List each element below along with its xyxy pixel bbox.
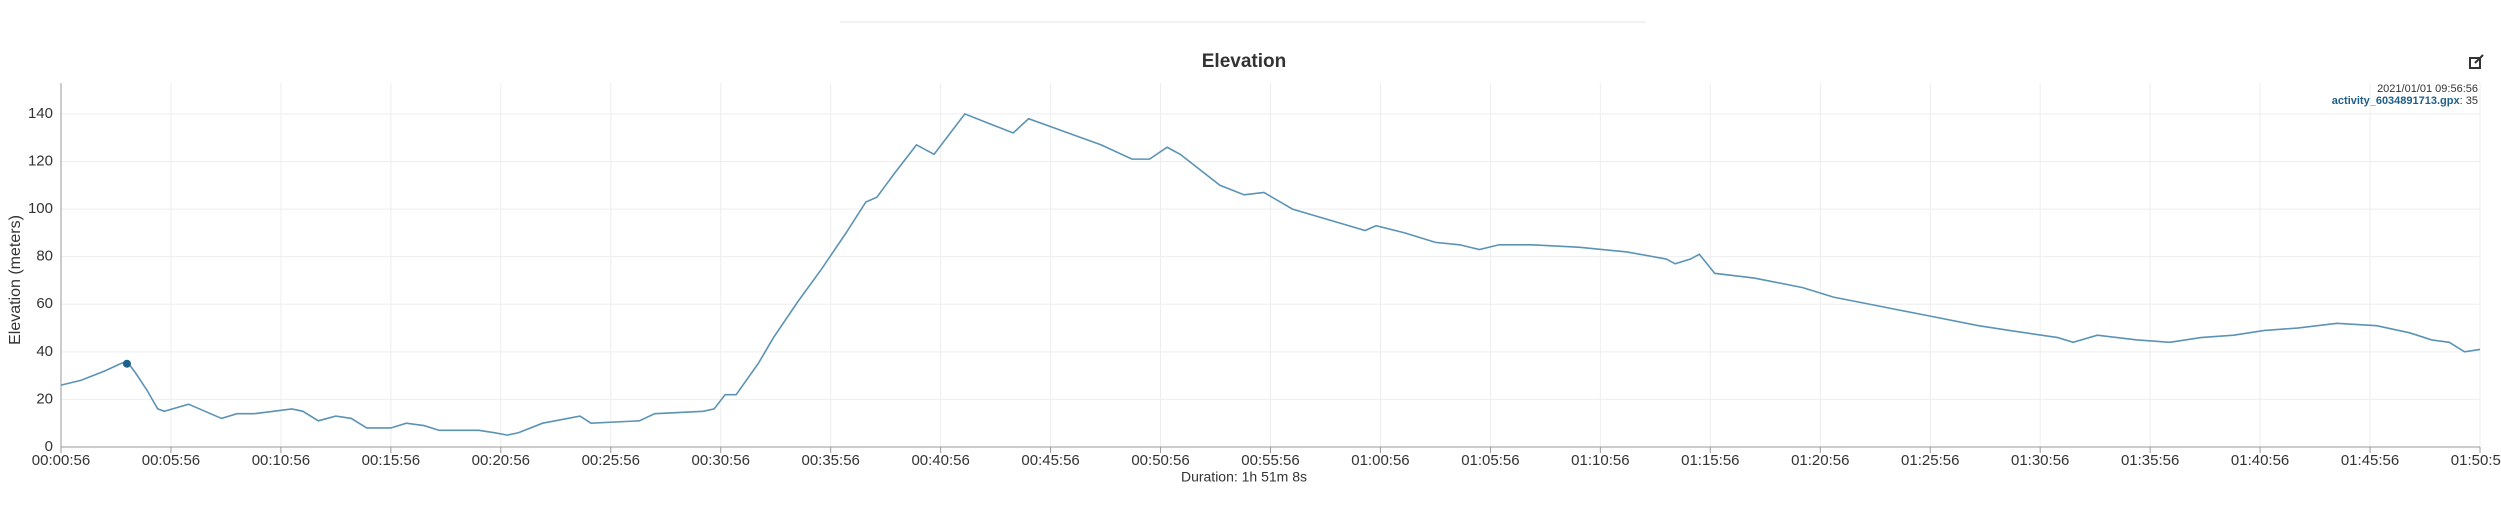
x-tick-label: 00:00:56 [32,452,90,469]
x-tick-label: 01:40:56 [2231,452,2289,469]
x-tick-label: 01:50:56 [2451,452,2501,469]
y-tick-label: 0 [45,438,53,455]
elevation-line [60,112,2481,436]
tooltip-sep: : [2460,95,2466,107]
x-tick-label: 01:30:56 [2011,452,2069,469]
x-tick-label: 01:10:56 [1571,452,1629,469]
x-tick-label: 00:40:56 [911,452,969,469]
x-axis-title: Duration: 1h 51m 8s [1181,469,1307,485]
x-tick-label: 01:25:56 [1901,452,1959,469]
y-axis-title: Elevation (meters) [7,215,24,345]
export-icon[interactable] [2469,54,2484,69]
x-tick-label: 00:35:56 [801,452,859,469]
x-tick-label: 01:45:56 [2341,452,2399,469]
y-tick-label: 140 [28,105,53,122]
x-tick-label: 01:15:56 [1681,452,1739,469]
x-tick-label: 01:35:56 [2121,452,2179,469]
x-tick-label: 00:15:56 [362,452,420,469]
tooltip-entry: activity_6034891713.gpx: 35 [2332,95,2478,107]
x-tick-label: 00:20:56 [472,452,530,469]
tooltip-value: 35 [2466,95,2478,107]
tooltip-time: 2021/01/01 09:56:56 [2377,83,2478,95]
x-tick-label: 00:55:56 [1241,452,1299,469]
x-tick-label: 00:25:56 [582,452,640,469]
y-tick-label: 80 [36,248,53,265]
y-tick-label: 100 [28,200,53,217]
x-tick-label: 00:45:56 [1021,452,1079,469]
x-tick-label: 00:05:56 [142,452,200,469]
y-tick-label: 120 [28,152,53,169]
y-tick-label: 60 [36,295,53,312]
y-tick-label: 40 [36,343,53,360]
x-tick-label: 01:20:56 [1791,452,1849,469]
x-tick-label: 00:50:56 [1131,452,1189,469]
y-tick-label: 20 [36,390,53,407]
x-tick-label: 01:05:56 [1461,452,1519,469]
hover-marker [122,359,131,368]
x-tick-label: 00:10:56 [252,452,310,469]
tooltip-series: activity_6034891713.gpx [2332,95,2461,107]
chart-title: Elevation [1202,51,1286,72]
x-tick-label: 01:00:56 [1351,452,1409,469]
x-tick-label: 00:30:56 [692,452,750,469]
